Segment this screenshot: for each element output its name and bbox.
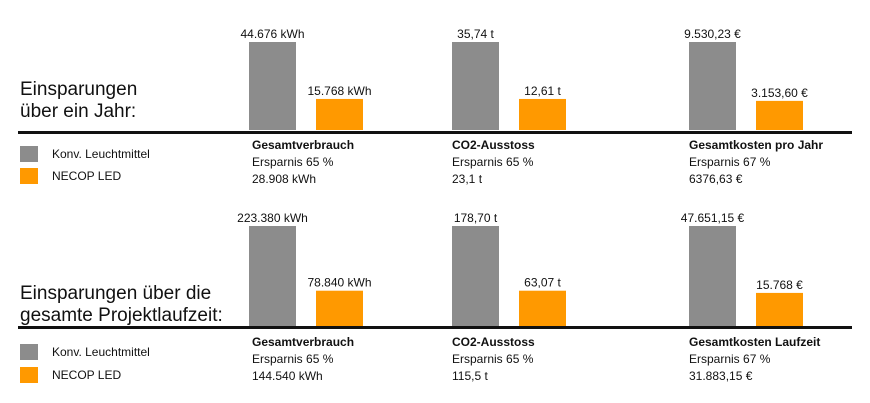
bar-consumption-led [316,98,363,130]
bar-value-label: 223.380 kWh [237,211,308,225]
bar-value-label: 63,07 t [524,276,561,290]
bar-costs-conventional [689,226,736,326]
group-difference: 6376,63 € [689,172,743,186]
group-info-co2: CO2-Ausstoss Ersparnis 65 % 115,5 t [452,334,535,385]
legend-swatch-led [20,168,38,184]
baseline-rule [18,326,852,329]
group-savings: Ersparnis 65 % [252,155,334,169]
bar-value-label: 3.153,60 € [751,86,808,100]
legend-label-conventional: Konv. Leuchtmittel [52,345,150,359]
group-savings: Ersparnis 67 % [689,352,771,366]
section-heading-line: Einsparungen über die [20,283,212,304]
group-title: CO2-Ausstoss [452,335,535,349]
section-heading-line: über ein Jahr: [20,101,137,122]
bar-consumption-conventional [249,42,296,130]
group-info-costs: Gesamtkosten pro Jahr Ersparnis 67 % 637… [689,137,823,188]
group-info-consumption: Gesamtverbrauch Ersparnis 65 % 28.908 kW… [252,137,354,188]
bar-value-label: 9.530,23 € [684,27,741,41]
group-title: Gesamtverbrauch [252,335,355,349]
bar-value-label: 178,70 t [454,211,498,225]
legend-swatch-led [20,367,38,383]
legend-item-led: NECOP LED [20,168,121,184]
legend-item-conventional: Konv. Leuchtmittel [20,146,150,162]
bar-value-label: 47.651,15 € [681,211,745,225]
group-title: Gesamtkosten Laufzeit [689,335,821,349]
group-difference: 115,5 t [452,369,488,383]
bar-chart-year: 44.676 kWh 15.768 kWh 35,74 t 12,61 t 9.530,… [240,27,808,130]
section-heading: Einsparungen über ein Jahr: [20,79,137,123]
bar-co2-conventional [452,42,499,130]
group-title: CO2-Ausstoss [452,138,535,152]
group-info-costs: Gesamtkosten Laufzeit Ersparnis 67 % 31.… [689,334,820,385]
bar-costs-conventional [689,42,736,130]
legend-swatch-conventional [20,146,38,162]
savings-section-lifetime: 223.380 kWh 78.840 kWh 178,70 t 63,07 t 47.6… [0,200,870,403]
group-savings: Ersparnis 65 % [252,352,334,366]
group-title: Gesamtverbrauch [252,138,355,152]
legend-label-led: NECOP LED [52,169,122,183]
group-savings: Ersparnis 67 % [689,155,771,169]
legend-item-led: NECOP LED [20,367,121,383]
savings-section-year: 44.676 kWh 15.768 kWh 35,74 t 12,61 t 9.530,… [0,0,870,200]
legend-item-conventional: Konv. Leuchtmittel [20,344,150,360]
group-title: Gesamtkosten pro Jahr [689,138,824,152]
bar-value-label: 15.768 kWh [307,84,371,98]
bar-costs-led [756,292,803,326]
legend-swatch-conventional [20,344,38,360]
bar-co2-conventional [452,226,499,326]
bar-value-label: 78.840 kWh [307,276,371,290]
bar-chart-lifetime: 223.380 kWh 78.840 kWh 178,70 t 63,07 t 47.6… [237,211,803,326]
group-savings: Ersparnis 65 % [452,155,534,169]
group-difference: 31.883,15 € [689,369,753,383]
bar-co2-led [519,98,566,130]
group-info-co2: CO2-Ausstoss Ersparnis 65 % 23,1 t [452,137,535,188]
bar-costs-led [756,100,803,130]
group-difference: 144.540 kWh [252,369,323,383]
group-info-consumption: Gesamtverbrauch Ersparnis 65 % 144.540 k… [252,334,354,385]
bar-value-label: 44.676 kWh [240,27,304,41]
bar-consumption-conventional [249,226,296,326]
group-savings: Ersparnis 65 % [452,352,534,366]
group-difference: 23,1 t [452,172,483,186]
section-heading-line: Einsparungen [20,79,138,100]
section-heading: Einsparungen über die gesamte Projektlau… [20,283,223,327]
bar-consumption-led [316,290,363,326]
bar-value-label: 35,74 t [457,27,494,41]
section-heading-line: gesamte Projektlaufzeit: [20,305,223,326]
bar-co2-led [519,290,566,326]
legend-label-conventional: Konv. Leuchtmittel [52,147,150,161]
legend-label-led: NECOP LED [52,368,122,382]
bar-value-label: 12,61 t [524,84,561,98]
group-difference: 28.908 kWh [252,172,317,186]
bar-value-label: 15.768 € [756,278,803,292]
baseline-rule [18,131,852,134]
